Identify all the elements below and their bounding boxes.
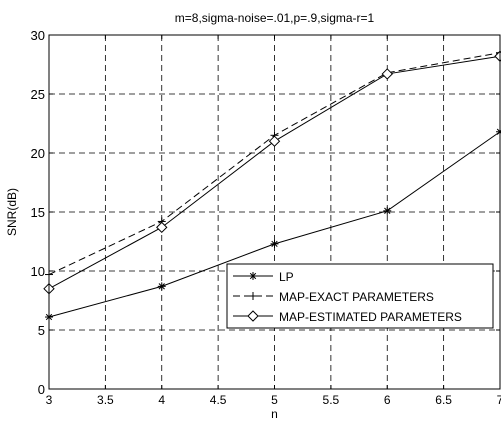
x-tick-label-2: 4 — [158, 393, 165, 407]
chart-title: m=8,sigma-noise=.01,p=.9,sigma-r=1 — [175, 11, 375, 25]
y-axis-label: SNR(dB) — [5, 188, 19, 236]
y-tick-label-4: 20 — [31, 146, 45, 161]
y-tick-label-3: 15 — [31, 205, 45, 220]
x-axis-label: n — [271, 407, 278, 421]
y-tick-label-5: 25 — [31, 87, 45, 102]
data-point-s0-1 — [157, 282, 166, 291]
x-tick-label-0: 3 — [46, 393, 53, 407]
y-tick-label-1: 5 — [38, 323, 45, 338]
data-point-s0-3 — [383, 206, 392, 215]
y-tick-label-2: 10 — [31, 264, 45, 279]
data-point-s2-3 — [381, 68, 393, 80]
x-tick-label-7: 6.5 — [435, 393, 452, 407]
legend: LP MAP-EXACT PARAMETERS MAP-ESTIMATED PARA… — [226, 263, 494, 329]
legend-marker-1 — [249, 292, 257, 300]
legend-label-0: LP — [279, 270, 294, 284]
y-tick-label-0: 0 — [38, 382, 45, 397]
y-axis-ticks: 0 5 10 15 20 25 30 — [31, 28, 500, 397]
x-tick-label-5: 5.5 — [323, 393, 340, 407]
legend-marker-2 — [247, 310, 259, 322]
x-tick-label-4: 5 — [271, 393, 278, 407]
x-axis-ticks: 3 3.5 4 4.5 5 5.5 6 6.5 7 — [46, 35, 501, 407]
x-tick-label-3: 4.5 — [210, 393, 227, 407]
x-tick-label-8: 7 — [497, 393, 501, 407]
x-tick-label-6: 6 — [384, 393, 391, 407]
y-tick-label-6: 30 — [31, 28, 45, 43]
legend-label-1: MAP-EXACT PARAMETERS — [279, 290, 434, 304]
grid-lines — [49, 35, 500, 389]
data-point-s0-2 — [270, 239, 279, 248]
data-point-s2-1 — [156, 221, 168, 234]
x-tick-label-1: 3.5 — [97, 393, 114, 407]
legend-marker-0 — [249, 272, 257, 280]
legend-label-2: MAP-ESTIMATED PARAMETERS — [279, 310, 462, 324]
data-point-s2-2 — [268, 135, 281, 147]
